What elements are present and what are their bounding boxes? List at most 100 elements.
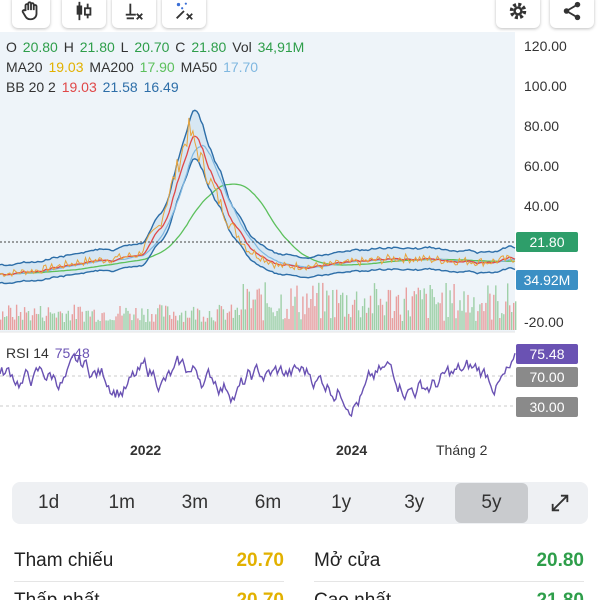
bb-lower-value: 16.49 (143, 79, 179, 95)
volume-bar (425, 293, 427, 330)
volume-bar (135, 308, 137, 330)
volume-bar (133, 314, 135, 330)
volume-bar (39, 306, 42, 330)
volume-bar (407, 310, 409, 330)
volume-bar (274, 316, 276, 330)
volume-bar (73, 304, 75, 330)
reference-row: Tham chiếu 20.70 (14, 546, 284, 582)
volume-bar (507, 283, 509, 330)
volume-bar (280, 294, 282, 330)
volume-bar (515, 301, 517, 330)
settings-button[interactable] (496, 0, 540, 28)
hand-tool-button[interactable] (12, 0, 50, 28)
volume-bar (427, 318, 429, 330)
period-1m[interactable]: 1m (108, 492, 135, 513)
volume-bar (383, 315, 386, 330)
volume-bar (23, 307, 26, 330)
candlestick-icon (76, 1, 92, 21)
bb-label: BB 20 2 (6, 79, 56, 95)
ma50-value: 17.70 (223, 59, 259, 75)
volume-bar (359, 317, 362, 330)
chart-toolbar (0, 0, 600, 32)
volume-bar (290, 288, 292, 330)
rsi-tag: 75.48 (516, 344, 578, 364)
volume-bar (151, 314, 153, 330)
volume-tag: 34.92M (516, 270, 578, 290)
magic-tool-button[interactable] (162, 0, 206, 28)
volume-bar (200, 321, 203, 330)
price-tick: 120.00 (524, 38, 567, 54)
volume-bar (65, 313, 67, 330)
volume-bar (387, 289, 390, 330)
high-value: 21.80 (79, 39, 115, 55)
fib-tool-button[interactable] (112, 0, 156, 28)
volume-bar (129, 313, 131, 330)
volume-bar (43, 321, 46, 330)
volume-bar (117, 313, 119, 330)
volume-bar (459, 300, 461, 330)
volume-bar (59, 311, 62, 330)
price-chart-canvas[interactable] (0, 32, 600, 462)
volume-bar (202, 316, 205, 330)
volume-bar (415, 294, 417, 330)
volume-bar (31, 315, 34, 330)
low-price-label: Thấp nhất (14, 590, 100, 600)
volume-bar (29, 320, 32, 330)
volume-bar (487, 285, 489, 330)
volume-bar (220, 306, 223, 330)
volume-bar (467, 294, 469, 330)
period-3y[interactable]: 3y (404, 492, 425, 513)
volume-bar (51, 313, 54, 330)
volume-bar (115, 316, 117, 330)
volume-bar (260, 294, 262, 330)
volume-bar (409, 316, 411, 330)
period-6m[interactable]: 6m (254, 492, 282, 513)
volume-bar (326, 290, 328, 330)
open-value: 20.80 (22, 39, 58, 55)
ma200-value: 17.90 (139, 59, 175, 75)
volume-bar (479, 304, 481, 330)
reference-label: Tham chiếu (14, 550, 114, 571)
volume-bar (365, 312, 368, 330)
period-1y[interactable]: 1y (331, 492, 352, 513)
volume-bar (145, 322, 147, 330)
volume-bar (471, 307, 473, 330)
volume-bar (447, 317, 449, 330)
row-divider (14, 581, 284, 582)
period-5y[interactable]: 5y (454, 483, 528, 523)
volume-bar (379, 298, 382, 330)
volume-bar (95, 321, 97, 330)
gear-icon (509, 2, 527, 20)
period-1d[interactable]: 1d (38, 492, 60, 513)
fullscreen-button[interactable] (532, 483, 588, 523)
period-3m[interactable]: 3m (181, 492, 209, 513)
volume-bar (298, 312, 300, 330)
price-tick: 80.00 (524, 118, 560, 134)
volume-bar (6, 316, 8, 330)
volume-bar (184, 310, 187, 330)
hand-tool-icon (21, 1, 38, 21)
volume-bar (204, 321, 207, 330)
volume-bar (403, 298, 405, 330)
volume-bar (304, 314, 306, 330)
share-button[interactable] (550, 0, 594, 28)
volume-label: Vol (232, 39, 252, 55)
chart-type-button[interactable] (62, 0, 106, 28)
volume-bar (81, 311, 83, 330)
volume-bar (25, 312, 28, 330)
low-label: L (120, 39, 129, 55)
volume-bar (91, 311, 93, 330)
volume-bar (216, 309, 219, 330)
reference-value: 20.70 (236, 550, 284, 571)
volume-bar (224, 319, 227, 330)
volume-bar (127, 310, 129, 330)
volume-bar (248, 291, 250, 330)
period-selector: 1d 1m 3m 6m 1y 3y 5y (12, 482, 588, 524)
volume-bar (511, 312, 513, 330)
volume-bar (163, 316, 165, 330)
high-row: Cao nhất 21.80 (314, 586, 584, 600)
volume-bar (47, 307, 50, 330)
price-chart[interactable]: O 20.80 H 21.80 L 20.70 C 21.80 Vol 34,9… (0, 32, 600, 462)
volume-bar (284, 318, 286, 330)
volume-bar (344, 316, 346, 330)
